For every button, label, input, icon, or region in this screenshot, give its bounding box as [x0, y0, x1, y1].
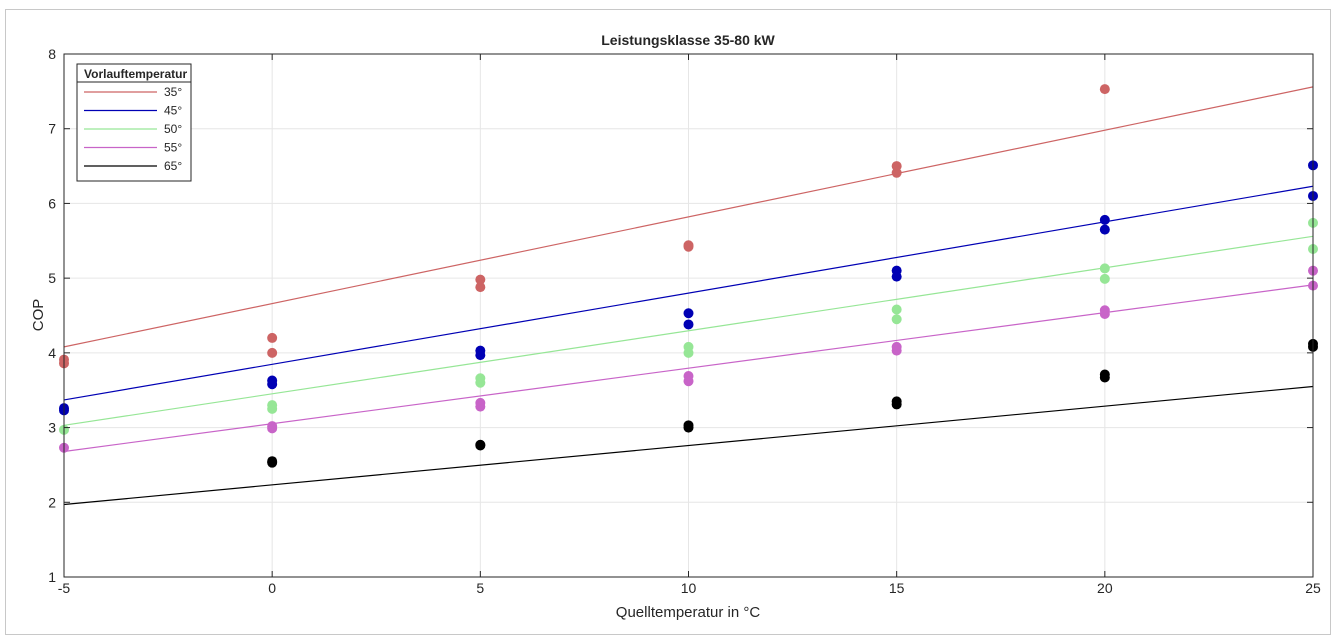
- data-point-35: [267, 347, 278, 358]
- x-tick-label: 15: [889, 580, 905, 596]
- legend-label-55: 55°: [164, 141, 182, 155]
- data-point-50: [891, 314, 902, 325]
- data-point-45: [683, 319, 694, 330]
- legend-box: [76, 63, 192, 182]
- data-point-55: [475, 397, 486, 408]
- legend-label-65: 65°: [164, 159, 182, 173]
- legend-label-45: 45°: [164, 104, 182, 118]
- data-point-45: [1099, 224, 1110, 235]
- data-point-35: [683, 240, 694, 251]
- data-point-65: [267, 456, 278, 467]
- data-points: [59, 84, 1318, 468]
- chart-title: Leistungsklasse 35-80 kW: [601, 32, 775, 48]
- data-point-35: [267, 332, 278, 343]
- data-point-50: [267, 400, 278, 411]
- data-point-55: [891, 341, 902, 352]
- y-tick-label: 4: [48, 345, 56, 361]
- x-tick-label: 5: [476, 580, 484, 596]
- x-tick-label: 0: [268, 580, 276, 596]
- data-point-65: [891, 396, 902, 407]
- data-point-50: [1099, 263, 1110, 274]
- data-point-50: [683, 341, 694, 352]
- data-point-35: [1099, 84, 1110, 95]
- y-tick-label: 3: [48, 420, 56, 436]
- data-point-50: [1099, 273, 1110, 284]
- x-tick-label: -5: [58, 580, 71, 596]
- data-point-55: [1099, 305, 1110, 316]
- data-point-45: [475, 345, 486, 356]
- legend-label-50: 50°: [164, 122, 182, 136]
- data-point-45: [683, 308, 694, 319]
- data-point-65: [683, 420, 694, 431]
- data-point-65: [475, 439, 486, 450]
- x-tick-label: 20: [1097, 580, 1113, 596]
- x-tick-label: 25: [1305, 580, 1321, 596]
- legend-items: 35° 45° 50° 55° 65°: [84, 85, 182, 173]
- data-point-35: [891, 161, 902, 172]
- y-tick-label: 7: [48, 121, 56, 137]
- axis-ticks: -5 0 5 10 15 20 25 1 2 3 4 5 6 7 8: [48, 46, 1321, 596]
- data-point-50: [475, 373, 486, 384]
- y-axis-label: COP: [30, 299, 47, 332]
- data-point-45: [891, 265, 902, 276]
- legend-label-35: 35°: [164, 85, 182, 99]
- x-axis-label: Quelltemperatur in °C: [616, 604, 761, 621]
- y-tick-label: 1: [48, 569, 56, 585]
- x-tick-label: 10: [681, 580, 697, 596]
- data-point-35: [475, 274, 486, 285]
- y-tick-label: 8: [48, 46, 56, 62]
- data-point-65: [1099, 369, 1110, 380]
- fit-line-35: [63, 86, 1314, 348]
- data-point-45: [1099, 214, 1110, 225]
- legend-title: Vorlauftemperatur: [84, 67, 187, 81]
- data-point-50: [891, 304, 902, 315]
- fit-line-65: [63, 385, 1314, 506]
- data-point-35: [475, 282, 486, 293]
- data-point-55: [683, 371, 694, 382]
- y-tick-label: 2: [48, 494, 56, 510]
- data-point-55: [267, 421, 278, 432]
- y-tick-label: 6: [48, 195, 56, 211]
- legend: Vorlauftemperatur 35° 45° 50° 55° 65°: [76, 63, 192, 182]
- data-point-45: [267, 375, 278, 386]
- y-tick-label: 5: [48, 270, 56, 286]
